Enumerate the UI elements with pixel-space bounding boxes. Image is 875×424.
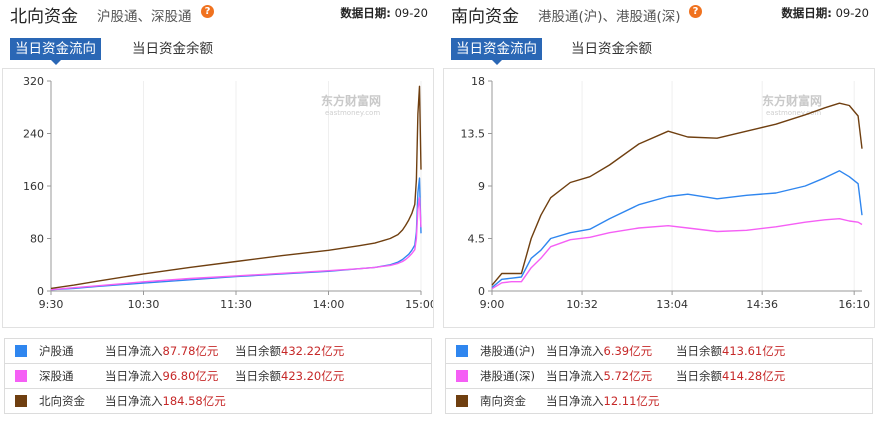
legend-row: 港股通(沪) 当日净流入6.39亿元 当日余额413.61亿元: [445, 338, 873, 363]
legend-balance: 当日余额413.61亿元: [676, 344, 786, 358]
watermark: 东方财富网: [321, 93, 381, 108]
series-line-北向资金: [50, 85, 422, 290]
x-tick-label: 10:30: [128, 298, 160, 311]
legend-balance: 当日余额423.20亿元: [235, 369, 345, 383]
question-icon[interactable]: ?: [689, 5, 702, 18]
legend-swatch: [15, 370, 27, 382]
question-icon[interactable]: ?: [201, 5, 214, 18]
north-panel: 北向资金 沪股通、深股通 ? 数据日期: 09-20 当日资金流向 当日资金余额…: [2, 0, 434, 424]
legend-row: 港股通(深) 当日净流入5.72亿元 当日余额414.28亿元: [445, 363, 873, 388]
x-tick-label: 9:30: [39, 298, 64, 311]
x-tick-label: 14:00: [313, 298, 345, 311]
legend-balance: 当日余额432.22亿元: [235, 344, 345, 358]
x-tick-label: 16:10: [838, 298, 870, 311]
legend-series-name: 南向资金: [480, 394, 526, 408]
legend-row: 北向资金 当日净流入184.58亿元: [4, 388, 432, 414]
legend-series-name: 港股通(深): [480, 369, 535, 383]
series-line-南向资金: [491, 102, 863, 286]
legend-balance: 当日余额414.28亿元: [676, 369, 786, 383]
legend-swatch: [15, 395, 27, 407]
legend-row: 沪股通 当日净流入87.78亿元 当日余额432.22亿元: [4, 338, 432, 363]
y-tick-label: 4.5: [468, 233, 486, 246]
tab-flow[interactable]: 当日资金流向: [451, 38, 542, 65]
legend-net-inflow: 当日净流入12.11亿元: [546, 394, 660, 408]
legend-net-inflow: 当日净流入5.72亿元: [546, 369, 653, 383]
y-tick-label: 320: [23, 75, 44, 88]
legend-series-name: 港股通(沪): [480, 344, 535, 358]
series-line-港股通(深): [491, 217, 863, 290]
y-tick-label: 240: [23, 128, 44, 141]
tab-balance[interactable]: 当日资金余额: [132, 41, 213, 57]
legend-swatch: [456, 370, 468, 382]
south-panel: 南向资金 港股通(沪)、港股通(深) ? 数据日期: 09-20 当日资金流向 …: [443, 0, 875, 424]
chart-frame: 0 4.5 9 13.5 18 9:00 10:32 13:04 14:36 16:10 东方财富网…: [443, 68, 875, 328]
panel-subtitle: 沪股通、深股通: [97, 9, 192, 25]
panel-title: 南向资金: [451, 7, 519, 27]
watermark-sub: eastmoney.com: [766, 109, 821, 117]
series-line-深股通: [50, 197, 422, 291]
x-tick-label: 15:00: [405, 298, 433, 311]
legend-swatch: [456, 345, 468, 357]
legend-net-inflow: 当日净流入87.78亿元: [105, 344, 219, 358]
y-tick-label: 18: [471, 75, 485, 88]
legend-row: 深股通 当日净流入96.80亿元 当日余额423.20亿元: [4, 363, 432, 388]
y-tick-label: 0: [37, 285, 44, 298]
legend-swatch: [15, 345, 27, 357]
x-tick-label: 13:04: [656, 298, 688, 311]
south-legend: 港股通(沪) 当日净流入6.39亿元 当日余额413.61亿元港股通(深) 当日净流入…: [445, 338, 873, 414]
legend-series-name: 沪股通: [39, 344, 74, 358]
watermark: 东方财富网: [762, 93, 822, 108]
x-tick-label: 9:00: [480, 298, 505, 311]
y-tick-label: 0: [478, 285, 485, 298]
legend-net-inflow: 当日净流入6.39亿元: [546, 344, 653, 358]
watermark-sub: eastmoney.com: [325, 109, 380, 117]
legend-series-name: 深股通: [39, 369, 74, 383]
series-line-港股通(沪): [491, 170, 863, 289]
north-legend: 沪股通 当日净流入87.78亿元 当日余额432.22亿元深股通 当日净流入96.80…: [4, 338, 432, 414]
x-tick-label: 10:32: [566, 298, 598, 311]
legend-net-inflow: 当日净流入184.58亿元: [105, 394, 226, 408]
x-tick-label: 14:36: [746, 298, 778, 311]
chart-frame: 0 80 160 240 320 9:30 10:30 11:30 14:00 15:00 东方财富…: [2, 68, 434, 328]
legend-swatch: [456, 395, 468, 407]
y-tick-label: 160: [23, 180, 44, 193]
legend-series-name: 北向资金: [39, 394, 85, 408]
north-flow-chart: 0 80 160 240 320 9:30 10:30 11:30 14:00 15:00 东方财富…: [23, 75, 433, 311]
south-flow-chart: 0 4.5 9 13.5 18 9:00 10:32 13:04 14:36 16:10 东方财富网…: [461, 75, 871, 311]
tab-flow[interactable]: 当日资金流向: [10, 38, 101, 65]
legend-row: 南向资金 当日净流入12.11亿元: [445, 388, 873, 414]
data-date: 数据日期: 09-20: [781, 6, 869, 20]
tab-balance[interactable]: 当日资金余额: [571, 41, 652, 57]
legend-net-inflow: 当日净流入96.80亿元: [105, 369, 219, 383]
y-tick-label: 9: [478, 180, 485, 193]
panel-subtitle: 港股通(沪)、港股通(深): [538, 9, 681, 25]
x-tick-label: 11:30: [220, 298, 252, 311]
y-tick-label: 80: [30, 233, 44, 246]
data-date: 数据日期: 09-20: [340, 6, 428, 20]
y-tick-label: 13.5: [461, 128, 486, 141]
panel-title: 北向资金: [10, 7, 78, 27]
